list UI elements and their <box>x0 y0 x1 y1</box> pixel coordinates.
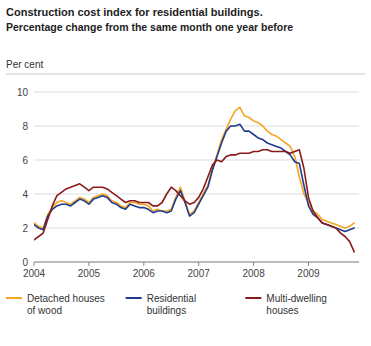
legend: Detached housesof wood Residentialbuildin… <box>6 293 327 316</box>
x-tick <box>198 262 199 266</box>
x-tick <box>34 262 35 266</box>
x-tick-label: 2004 <box>23 268 46 279</box>
x-axis-line <box>34 262 359 263</box>
legend-label: Residentialbuildings <box>147 293 196 316</box>
y-tick-label: 6 <box>22 155 28 166</box>
legend-swatch <box>6 297 22 299</box>
title: Construction cost index for residential … <box>6 6 263 18</box>
grid-line <box>34 126 359 127</box>
y-tick-label: 10 <box>17 87 29 98</box>
lines <box>34 107 354 252</box>
legend-swatch <box>126 297 142 299</box>
separator <box>6 74 365 75</box>
y-tick-label: 2 <box>22 223 28 234</box>
x-tick <box>308 262 309 266</box>
chart: Construction cost index for residential … <box>0 0 371 346</box>
series-line <box>34 150 354 252</box>
legend-label: Detached housesof wood <box>27 293 105 316</box>
x-tick-label: 2008 <box>242 268 265 279</box>
x-tick <box>88 262 89 266</box>
y-axis-label: Per cent <box>6 59 43 70</box>
grid-line <box>34 228 359 229</box>
x-tick-label: 2006 <box>133 268 156 279</box>
grid-line <box>34 160 359 161</box>
legend-label: Multi-dwellinghouses <box>266 293 327 316</box>
x-axis: 2004 2005 2006 2007 2008 2009 <box>23 262 359 279</box>
x-tick <box>143 262 144 266</box>
x-tick-label: 2005 <box>78 268 101 279</box>
series-line <box>34 107 354 228</box>
y-tick-label: 0 <box>22 257 28 268</box>
y-tick-label: 8 <box>22 121 28 132</box>
legend-swatch <box>245 297 261 299</box>
x-tick <box>253 262 254 266</box>
grid-line <box>34 262 359 263</box>
grid-line <box>34 194 359 195</box>
y-tick-label: 4 <box>22 189 28 200</box>
y-axis: 0 2 4 6 8 10 <box>17 87 359 268</box>
x-tick-label: 2007 <box>188 268 211 279</box>
grid-line <box>34 92 359 93</box>
subtitle: Percentage change from the same month on… <box>6 21 293 33</box>
x-tick-label: 2009 <box>297 268 320 279</box>
